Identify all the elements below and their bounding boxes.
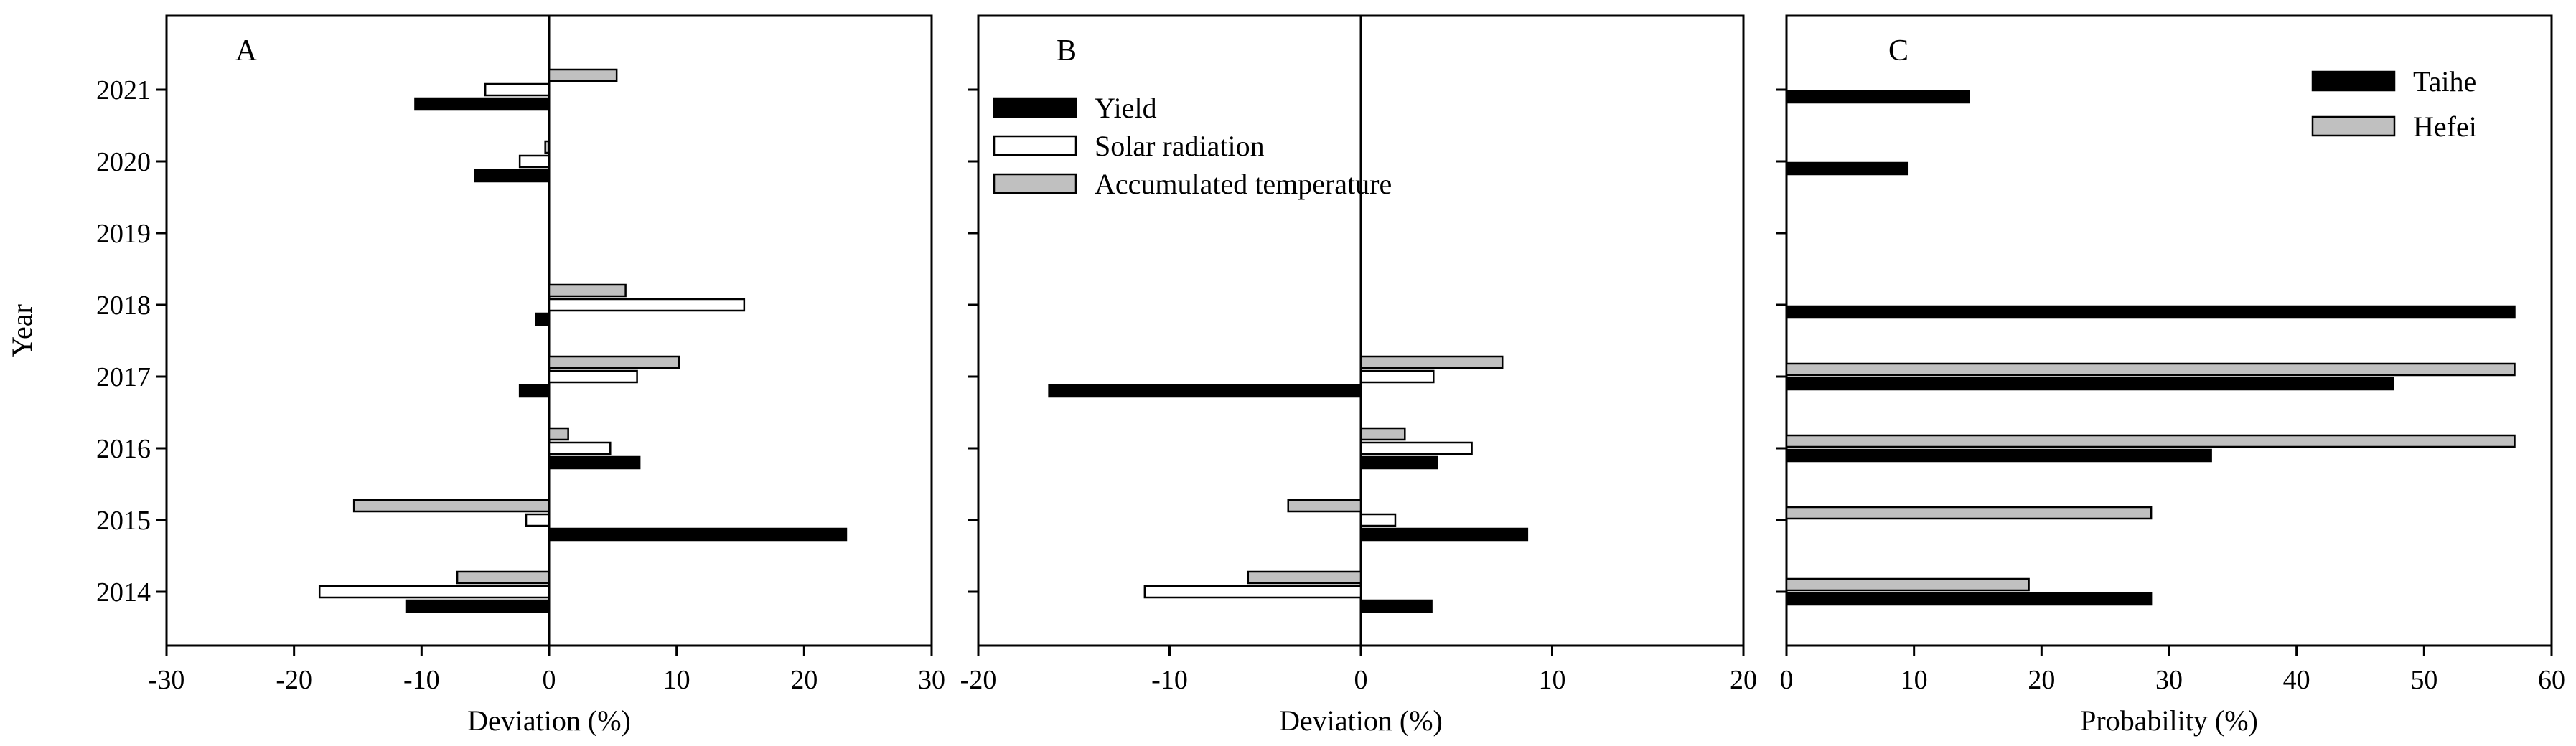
- x-tick-label: 60: [2538, 665, 2565, 695]
- y-axis-label: Year: [6, 304, 38, 357]
- bar-taihe-2018: [1785, 305, 2516, 319]
- bar-solar-radiation-2014: [1143, 585, 1362, 599]
- panel-a: -30 -20 -10 0 10 20 30 2014 2015 2016 2017 2018 2019…: [6, 14, 945, 737]
- bar-taihe-2016: [1785, 448, 2212, 463]
- bar-hefei-2015: [1785, 506, 2153, 520]
- bar-yield-2014: [1359, 599, 1433, 613]
- bar-yield-2015: [1359, 527, 1529, 542]
- bar-accumulated-temperature-2018: [548, 283, 627, 298]
- y-tick-label: 2020: [96, 147, 151, 177]
- bar-taihe-2021: [1785, 90, 1970, 104]
- bar-yield-2018: [535, 312, 551, 326]
- legend-swatch: [2311, 115, 2396, 137]
- x-axis-label: Deviation (%): [467, 704, 631, 737]
- x-tick-label: 30: [2155, 665, 2183, 695]
- y-tick-label: 2019: [96, 219, 151, 249]
- bar-solar-radiation-2015: [525, 513, 551, 527]
- bar-accumulated-temperature-2017: [548, 355, 680, 369]
- panel-c: 0 10 20 30 40 50 60 Probability (%) C Taihe Hefei: [1776, 14, 2565, 737]
- bar-taihe-2014: [1785, 592, 2153, 606]
- bar-accumulated-temperature-2016: [548, 427, 569, 441]
- bar-yield-2015: [548, 527, 848, 542]
- bar-solar-radiation-2017: [548, 369, 638, 384]
- panel-label: C: [1888, 34, 1908, 67]
- x-tick-label: 0: [543, 665, 556, 695]
- x-tick-label: 10: [1539, 665, 1566, 695]
- bar-yield-2017: [518, 384, 551, 398]
- bar-hefei-2014: [1785, 577, 2030, 592]
- legend-label: Solar radiation: [1095, 130, 1265, 162]
- x-tick-label: 30: [918, 665, 945, 695]
- x-axis-label: Deviation (%): [1279, 704, 1443, 737]
- x-tick-label: 40: [2283, 665, 2310, 695]
- bar-yield-2016: [1359, 455, 1438, 470]
- bar-yield-2016: [548, 455, 641, 470]
- x-tick-label: 20: [790, 665, 818, 695]
- legend-swatch: [2311, 70, 2396, 92]
- bar-accumulated-temperature-2015: [352, 499, 551, 513]
- bar-accumulated-temperature-2014: [1247, 570, 1362, 585]
- legend-label: Hefei: [2413, 110, 2477, 143]
- panel-b: -20 -10 0 10 20 Deviation (%) B Yield Solar radi…: [960, 14, 1757, 737]
- bar-accumulated-temperature-2016: [1359, 427, 1406, 441]
- x-tick-label: -10: [1151, 665, 1188, 695]
- x-tick-label: 10: [1901, 665, 1928, 695]
- legend-swatch: [993, 173, 1077, 194]
- x-tick-label: 50: [2410, 665, 2437, 695]
- bar-yield-2020: [474, 169, 551, 183]
- bar-accumulated-temperature-2017: [1359, 355, 1504, 369]
- bar-solar-radiation-2014: [318, 585, 551, 599]
- y-tick-label: 2015: [96, 506, 151, 536]
- bar-accumulated-temperature-2021: [548, 68, 618, 82]
- legend-swatch: [993, 135, 1077, 156]
- legend-swatch: [993, 97, 1077, 118]
- x-tick-label: -30: [149, 665, 185, 695]
- bar-taihe-2017: [1785, 377, 2394, 391]
- y-tick-label: 2017: [96, 362, 151, 392]
- y-tick-label: 2014: [96, 577, 151, 608]
- x-tick-label: 20: [2028, 665, 2055, 695]
- bar-hefei-2017: [1785, 362, 2516, 377]
- legend-label: Accumulated temperature: [1095, 168, 1392, 200]
- x-axis-label: Probability (%): [2080, 704, 2258, 737]
- x-tick-label: -20: [276, 665, 312, 695]
- panel-label: A: [235, 34, 258, 67]
- x-tick-label: 0: [1780, 665, 1794, 695]
- legend-label: Yield: [1095, 92, 1157, 124]
- y-tick-label: 2016: [96, 434, 151, 464]
- bar-solar-radiation-2015: [1359, 513, 1397, 527]
- panel-label: B: [1057, 34, 1077, 67]
- bar-taihe-2020: [1785, 161, 1909, 176]
- x-tick-label: 20: [1730, 665, 1757, 695]
- legend-label: Taihe: [2413, 65, 2476, 98]
- bar-accumulated-temperature-2015: [1287, 499, 1362, 513]
- bar-hefei-2016: [1785, 434, 2516, 448]
- bar-accumulated-temperature-2020: [544, 140, 551, 154]
- x-tick-label: -20: [960, 665, 997, 695]
- bar-solar-radiation-2016: [548, 441, 612, 455]
- bar-yield-2017: [1048, 384, 1362, 398]
- x-tick-label: 10: [663, 665, 690, 695]
- bar-accumulated-temperature-2014: [456, 570, 551, 585]
- x-tick-label: -10: [403, 665, 440, 695]
- bar-solar-radiation-2018: [548, 298, 746, 312]
- bar-solar-radiation-2016: [1359, 441, 1473, 455]
- y-tick-label: 2018: [96, 291, 151, 321]
- bar-solar-radiation-2021: [484, 82, 551, 97]
- x-tick-label: 0: [1354, 665, 1368, 695]
- bar-solar-radiation-2017: [1359, 369, 1435, 384]
- bar-yield-2014: [405, 599, 551, 613]
- bar-yield-2021: [414, 97, 551, 111]
- bar-solar-radiation-2020: [518, 154, 551, 169]
- y-tick-label: 2021: [96, 75, 151, 105]
